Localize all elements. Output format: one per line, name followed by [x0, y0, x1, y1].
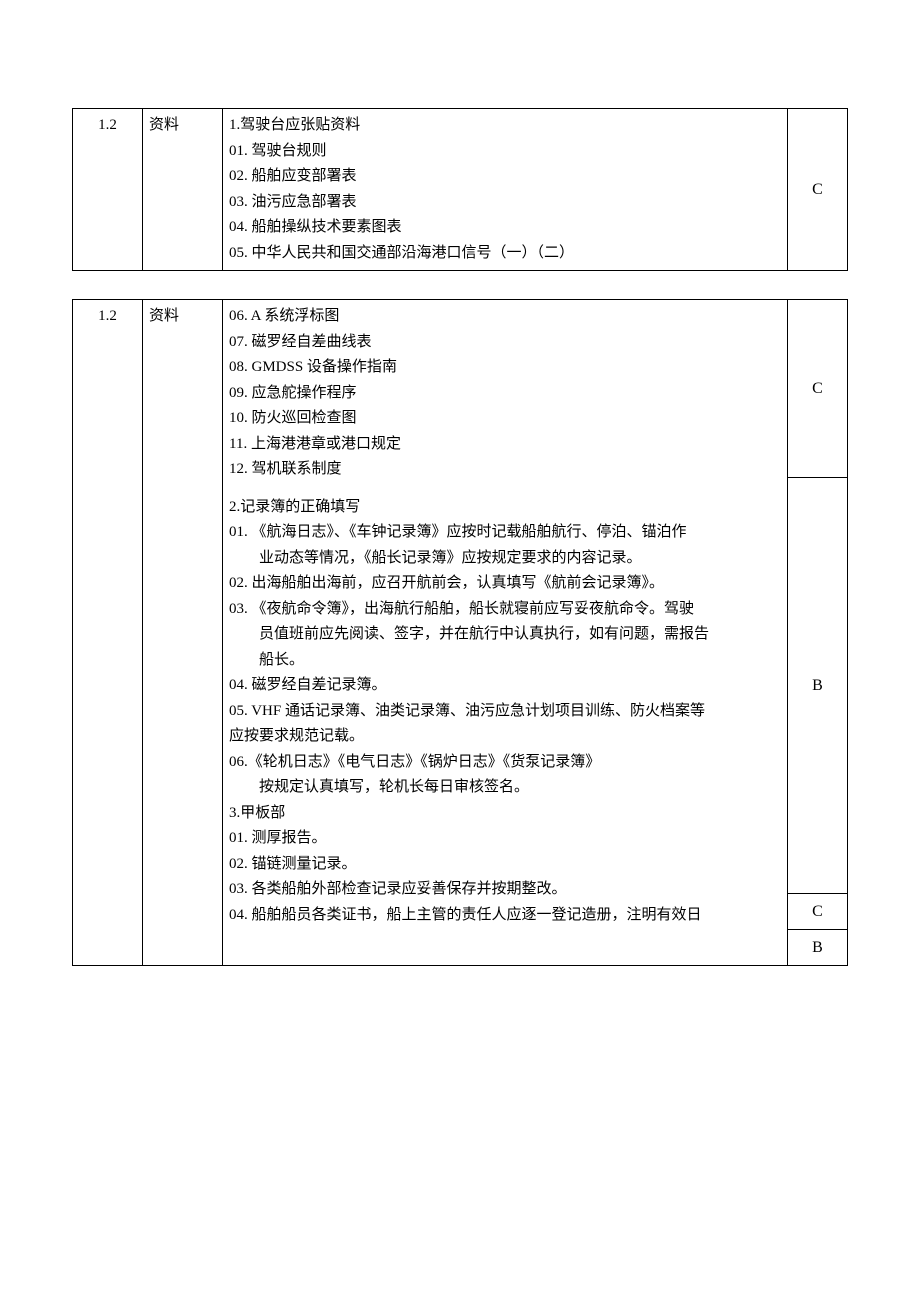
table-1: 1.2 资料 1.驾驶台应张贴资料 01. 驾驶台规则 02. 船舶应变部署表 …: [72, 108, 848, 271]
content-line: 02. 锚链测量记录。: [229, 852, 781, 878]
content-line: 03. 油污应急部署表: [229, 190, 781, 216]
content-line: 02. 出海船舶出海前，应召开航前会，认真填写《航前会记录簿》。: [229, 571, 781, 597]
content-line: 07. 磁罗经自差曲线表: [229, 330, 781, 356]
cell-title: 资料: [143, 109, 223, 271]
content-line: 员值班前应先阅读、签字，并在航行中认真执行，如有问题，需报告: [229, 622, 781, 648]
table-gap: [72, 271, 848, 299]
content-line: 01. 驾驶台规则: [229, 139, 781, 165]
content-line: 03. 各类船舶外部检查记录应妥善保存并按期整改。: [229, 877, 781, 903]
cell-content: 06. A 系统浮标图 07. 磁罗经自差曲线表 08. GMDSS 设备操作指…: [223, 300, 788, 966]
content-line: 09. 应急舵操作程序: [229, 381, 781, 407]
content-line: 05. VHF 通话记录簿、油类记录簿、油污应急计划项目训练、防火档案等: [229, 699, 781, 725]
content-line: 06.《轮机日志》《电气日志》《锅炉日志》《货泵记录簿》: [229, 750, 781, 776]
cell-grade: C: [788, 109, 848, 271]
cell-grade: C: [788, 300, 848, 478]
content-line: 船长。: [229, 648, 781, 674]
content-line: 06. A 系统浮标图: [229, 304, 781, 330]
content-line: 05. 中华人民共和国交通部沿海港口信号（一）（二）: [229, 241, 781, 267]
section-gap: [229, 483, 781, 495]
content-line: 业动态等情况，《船长记录簿》应按规定要求的内容记录。: [229, 546, 781, 572]
content-line: 2.记录簿的正确填写: [229, 495, 781, 521]
cell-num: 1.2: [73, 300, 143, 966]
content-line: 12. 驾机联系制度: [229, 457, 781, 483]
cell-grade: B: [788, 930, 848, 966]
content-line: 10. 防火巡回检查图: [229, 406, 781, 432]
content-line: 1.驾驶台应张贴资料: [229, 113, 781, 139]
content-line: 3.甲板部: [229, 801, 781, 827]
content-line: 04. 船舶操纵技术要素图表: [229, 215, 781, 241]
content-line: 04. 船舶船员各类证书，船上主管的责任人应逐一登记造册，注明有效日: [229, 903, 781, 929]
cell-grade: B: [788, 478, 848, 894]
cell-title: 资料: [143, 300, 223, 966]
content-line: 01. 《航海日志》、《车钟记录簿》应按时记载船舶航行、停泊、锚泊作: [229, 520, 781, 546]
content-line: 应按要求规范记载。: [229, 724, 781, 750]
table-row: 1.2 资料 1.驾驶台应张贴资料 01. 驾驶台规则 02. 船舶应变部署表 …: [73, 109, 848, 271]
content-line: 02. 船舶应变部署表: [229, 164, 781, 190]
content-line: 04. 磁罗经自差记录簿。: [229, 673, 781, 699]
content-line: 03. 《夜航命令簿》，出海航行船舶，船长就寝前应写妥夜航命令。驾驶: [229, 597, 781, 623]
content-line: 01. 测厚报告。: [229, 826, 781, 852]
table-2: 1.2 资料 06. A 系统浮标图 07. 磁罗经自差曲线表 08. GMDS…: [72, 299, 848, 966]
content-line: 按规定认真填写，轮机长每日审核签名。: [229, 775, 781, 801]
cell-content: 1.驾驶台应张贴资料 01. 驾驶台规则 02. 船舶应变部署表 03. 油污应…: [223, 109, 788, 271]
content-line: 11. 上海港港章或港口规定: [229, 432, 781, 458]
cell-grade: C: [788, 894, 848, 930]
content-line: 08. GMDSS 设备操作指南: [229, 355, 781, 381]
cell-num: 1.2: [73, 109, 143, 271]
table-row: 1.2 资料 06. A 系统浮标图 07. 磁罗经自差曲线表 08. GMDS…: [73, 300, 848, 478]
